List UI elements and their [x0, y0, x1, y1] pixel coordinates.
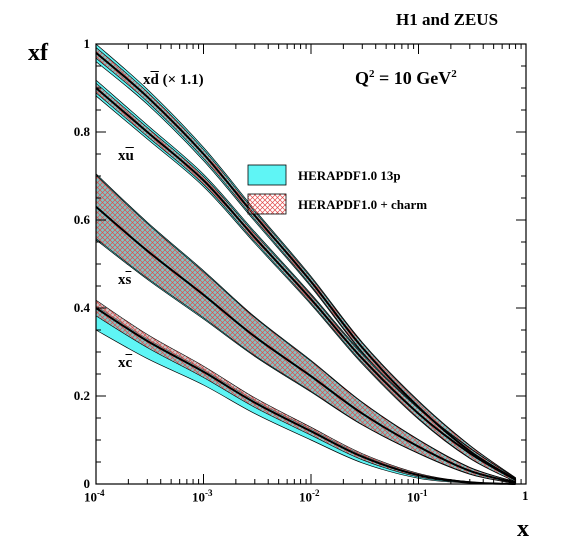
x-tick-label: 10-2: [299, 488, 320, 505]
x-tick-label: 1: [522, 488, 529, 503]
x-axis-label: x: [517, 516, 529, 542]
label-sbar: xs: [118, 272, 132, 288]
collaboration-title: H1 and ZEUS: [396, 10, 499, 29]
central-curve-cbar: [95, 307, 516, 485]
label-ubar: xu: [118, 148, 134, 164]
label-dbar: xd (× 1.1): [143, 72, 204, 88]
y-tick-label: 0.6: [73, 212, 90, 227]
label-cbar: xc: [118, 355, 133, 371]
legend-label-13p: HERAPDF1.0 13p: [298, 168, 401, 183]
band-charm-fill-cbar: [96, 300, 516, 484]
central-curve-sbar: [95, 206, 516, 484]
central-curve-dbar: [95, 52, 517, 481]
legend-swatch-13p: [247, 164, 287, 186]
legend: [247, 164, 287, 215]
y-tick-label: 0.4: [73, 300, 90, 315]
y-tick-label: 0.2: [73, 388, 90, 403]
y-tick-label: 0.8: [73, 124, 90, 139]
legend-swatch-charm: [247, 193, 287, 215]
x-tick-label: 10-4: [84, 488, 105, 505]
axis-ticks: [95, 43, 527, 485]
legend-label-charm: HERAPDF1.0 + charm: [298, 197, 428, 212]
scale-annotation: Q2 = 10 GeV2: [355, 68, 457, 88]
x-tick-label: 10-1: [407, 488, 428, 505]
band-13p-cbar: [95, 305, 516, 485]
band-charm-cbar: [95, 299, 516, 485]
pdf-bands: [95, 43, 516, 485]
central-curves: [95, 52, 517, 485]
x-tick-label: 10-3: [192, 488, 213, 505]
y-axis-label: xf: [28, 40, 48, 66]
central-curve-ubar: [95, 87, 517, 481]
y-tick-label: 0: [83, 476, 91, 491]
y-tick-label: 1: [83, 36, 91, 51]
